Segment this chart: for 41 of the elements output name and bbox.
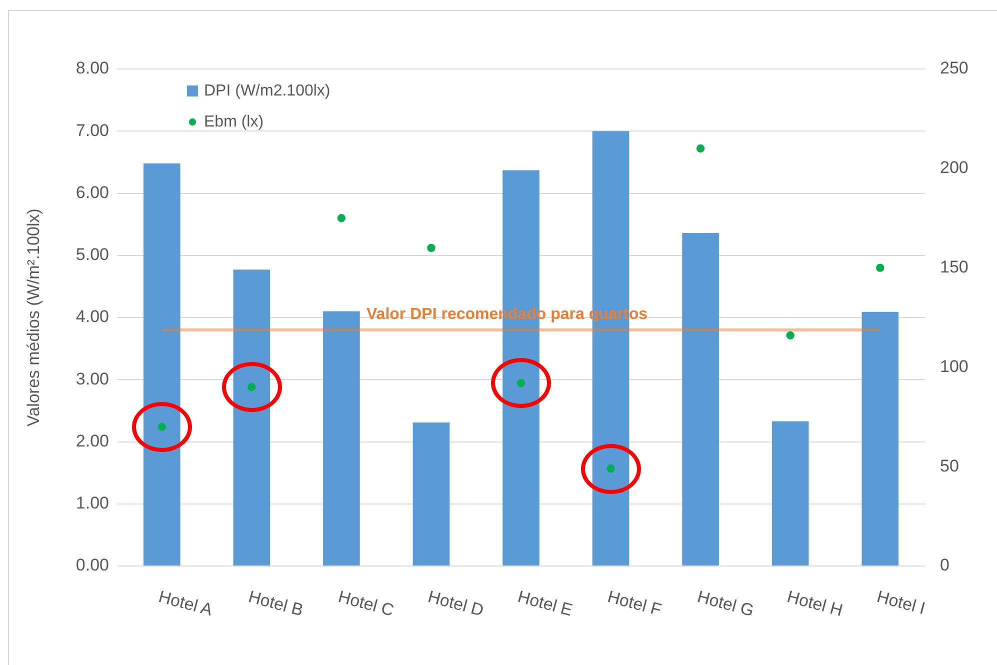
y-tick-label: 0.00 bbox=[76, 556, 109, 575]
y2-tick-label: 100 bbox=[940, 356, 968, 376]
x-tick-label: Hotel C bbox=[336, 587, 396, 620]
y-tick-label: 2.00 bbox=[76, 431, 109, 450]
y2-tick-label: 50 bbox=[940, 456, 959, 476]
x-tick-label: Hotel B bbox=[246, 587, 306, 620]
point bbox=[516, 379, 526, 388]
x-tick-label: Hotel E bbox=[516, 587, 575, 620]
y-tick-label: 6.00 bbox=[76, 182, 109, 202]
point bbox=[248, 382, 256, 392]
y2-tick-label: 0 bbox=[940, 556, 950, 575]
legend-label: Ebm (lx) bbox=[204, 113, 264, 130]
bar bbox=[862, 312, 899, 566]
point bbox=[876, 264, 884, 272]
y-tick-label: 8.00 bbox=[76, 58, 109, 78]
x-tick-label: Hotel I bbox=[874, 587, 928, 618]
y-axis-title: Valores médios (W/m².100lx) bbox=[24, 208, 43, 426]
x-tick-label: Hotel D bbox=[426, 587, 486, 620]
y-tick-label: 3.00 bbox=[76, 369, 109, 388]
y2-tick-label: 250 bbox=[940, 58, 968, 78]
bar bbox=[323, 311, 360, 566]
x-tick-label: Hotel H bbox=[785, 587, 845, 620]
y2-tick-label: 150 bbox=[940, 257, 968, 276]
point bbox=[606, 464, 615, 473]
point bbox=[158, 422, 166, 431]
x-tick-label: Hotel F bbox=[606, 587, 664, 620]
x-tick-label: Hotel G bbox=[695, 587, 756, 620]
point bbox=[786, 331, 794, 340]
y-tick-label: 5.00 bbox=[76, 245, 109, 264]
y-tick-label: 7.00 bbox=[76, 120, 109, 140]
y-tick-label: 4.00 bbox=[76, 307, 109, 326]
bar bbox=[412, 422, 450, 566]
point bbox=[337, 214, 346, 222]
x-tick-label: Hotel A bbox=[156, 587, 216, 620]
point bbox=[427, 244, 436, 252]
legend-label: DPI (W/m2.100lx) bbox=[204, 82, 330, 100]
y-tick-label: 1.00 bbox=[76, 494, 109, 513]
bar bbox=[772, 421, 809, 566]
point bbox=[696, 144, 705, 153]
bar bbox=[682, 233, 719, 566]
y2-tick-label: 200 bbox=[940, 158, 968, 178]
